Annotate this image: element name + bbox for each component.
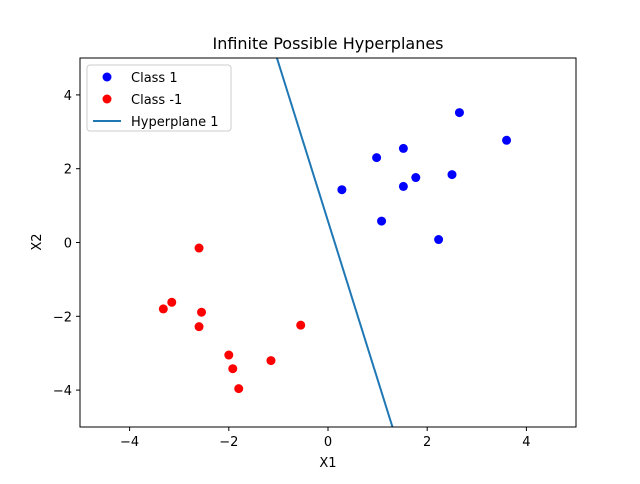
legend-label-1: Class -1 [131,93,182,108]
legend: Class 1 Class -1 Hyperplane 1 [86,64,232,132]
data-point-series1-3 [197,307,207,317]
x-tick-label: 0 [324,435,332,450]
x-tick-label: −2 [219,435,238,450]
plot-area [158,58,512,427]
data-point-series1-5 [296,320,306,330]
y-tick-label: −2 [53,310,72,325]
y-axis-label: X2 [30,233,45,250]
y-tick-label: 0 [64,237,72,252]
legend-box [86,64,232,132]
data-point-series0-4 [411,173,421,183]
y-tick-label: −4 [53,384,72,399]
legend-marker-swatch [102,72,112,82]
data-point-series1-4 [194,322,204,332]
data-point-series0-2 [398,143,408,153]
legend-label-0: Class 1 [131,71,178,86]
x-tick-label: 2 [423,435,431,450]
legend-label-2: Hyperplane 1 [131,115,219,130]
data-point-series0-5 [377,216,387,226]
series-line-2 [275,58,394,427]
legend-marker-swatch [102,94,112,104]
data-point-series0-3 [398,181,408,191]
x-tick-label: 4 [522,435,530,450]
data-point-series1-2 [158,304,168,314]
data-point-series1-0 [194,243,204,253]
data-point-series0-8 [454,108,464,118]
data-point-series0-1 [372,153,382,163]
data-point-series1-1 [167,297,177,307]
data-point-series0-7 [447,170,457,180]
x-axis-label: X1 [319,456,336,471]
data-point-series0-9 [502,135,512,145]
data-point-series0-0 [337,185,347,195]
chart-title: Infinite Possible Hyperplanes [212,34,443,53]
data-point-series0-6 [434,235,444,245]
y-tick-label: 4 [64,89,72,104]
data-point-series1-6 [224,350,234,360]
data-point-series1-9 [266,356,276,366]
y-tick-label: 2 [64,163,72,178]
x-tick-label: −4 [120,435,139,450]
data-point-series1-7 [228,364,238,374]
data-point-series1-8 [234,384,244,394]
axes: −4 −2 0 2 4 −4 −2 0 2 4 [53,57,577,450]
